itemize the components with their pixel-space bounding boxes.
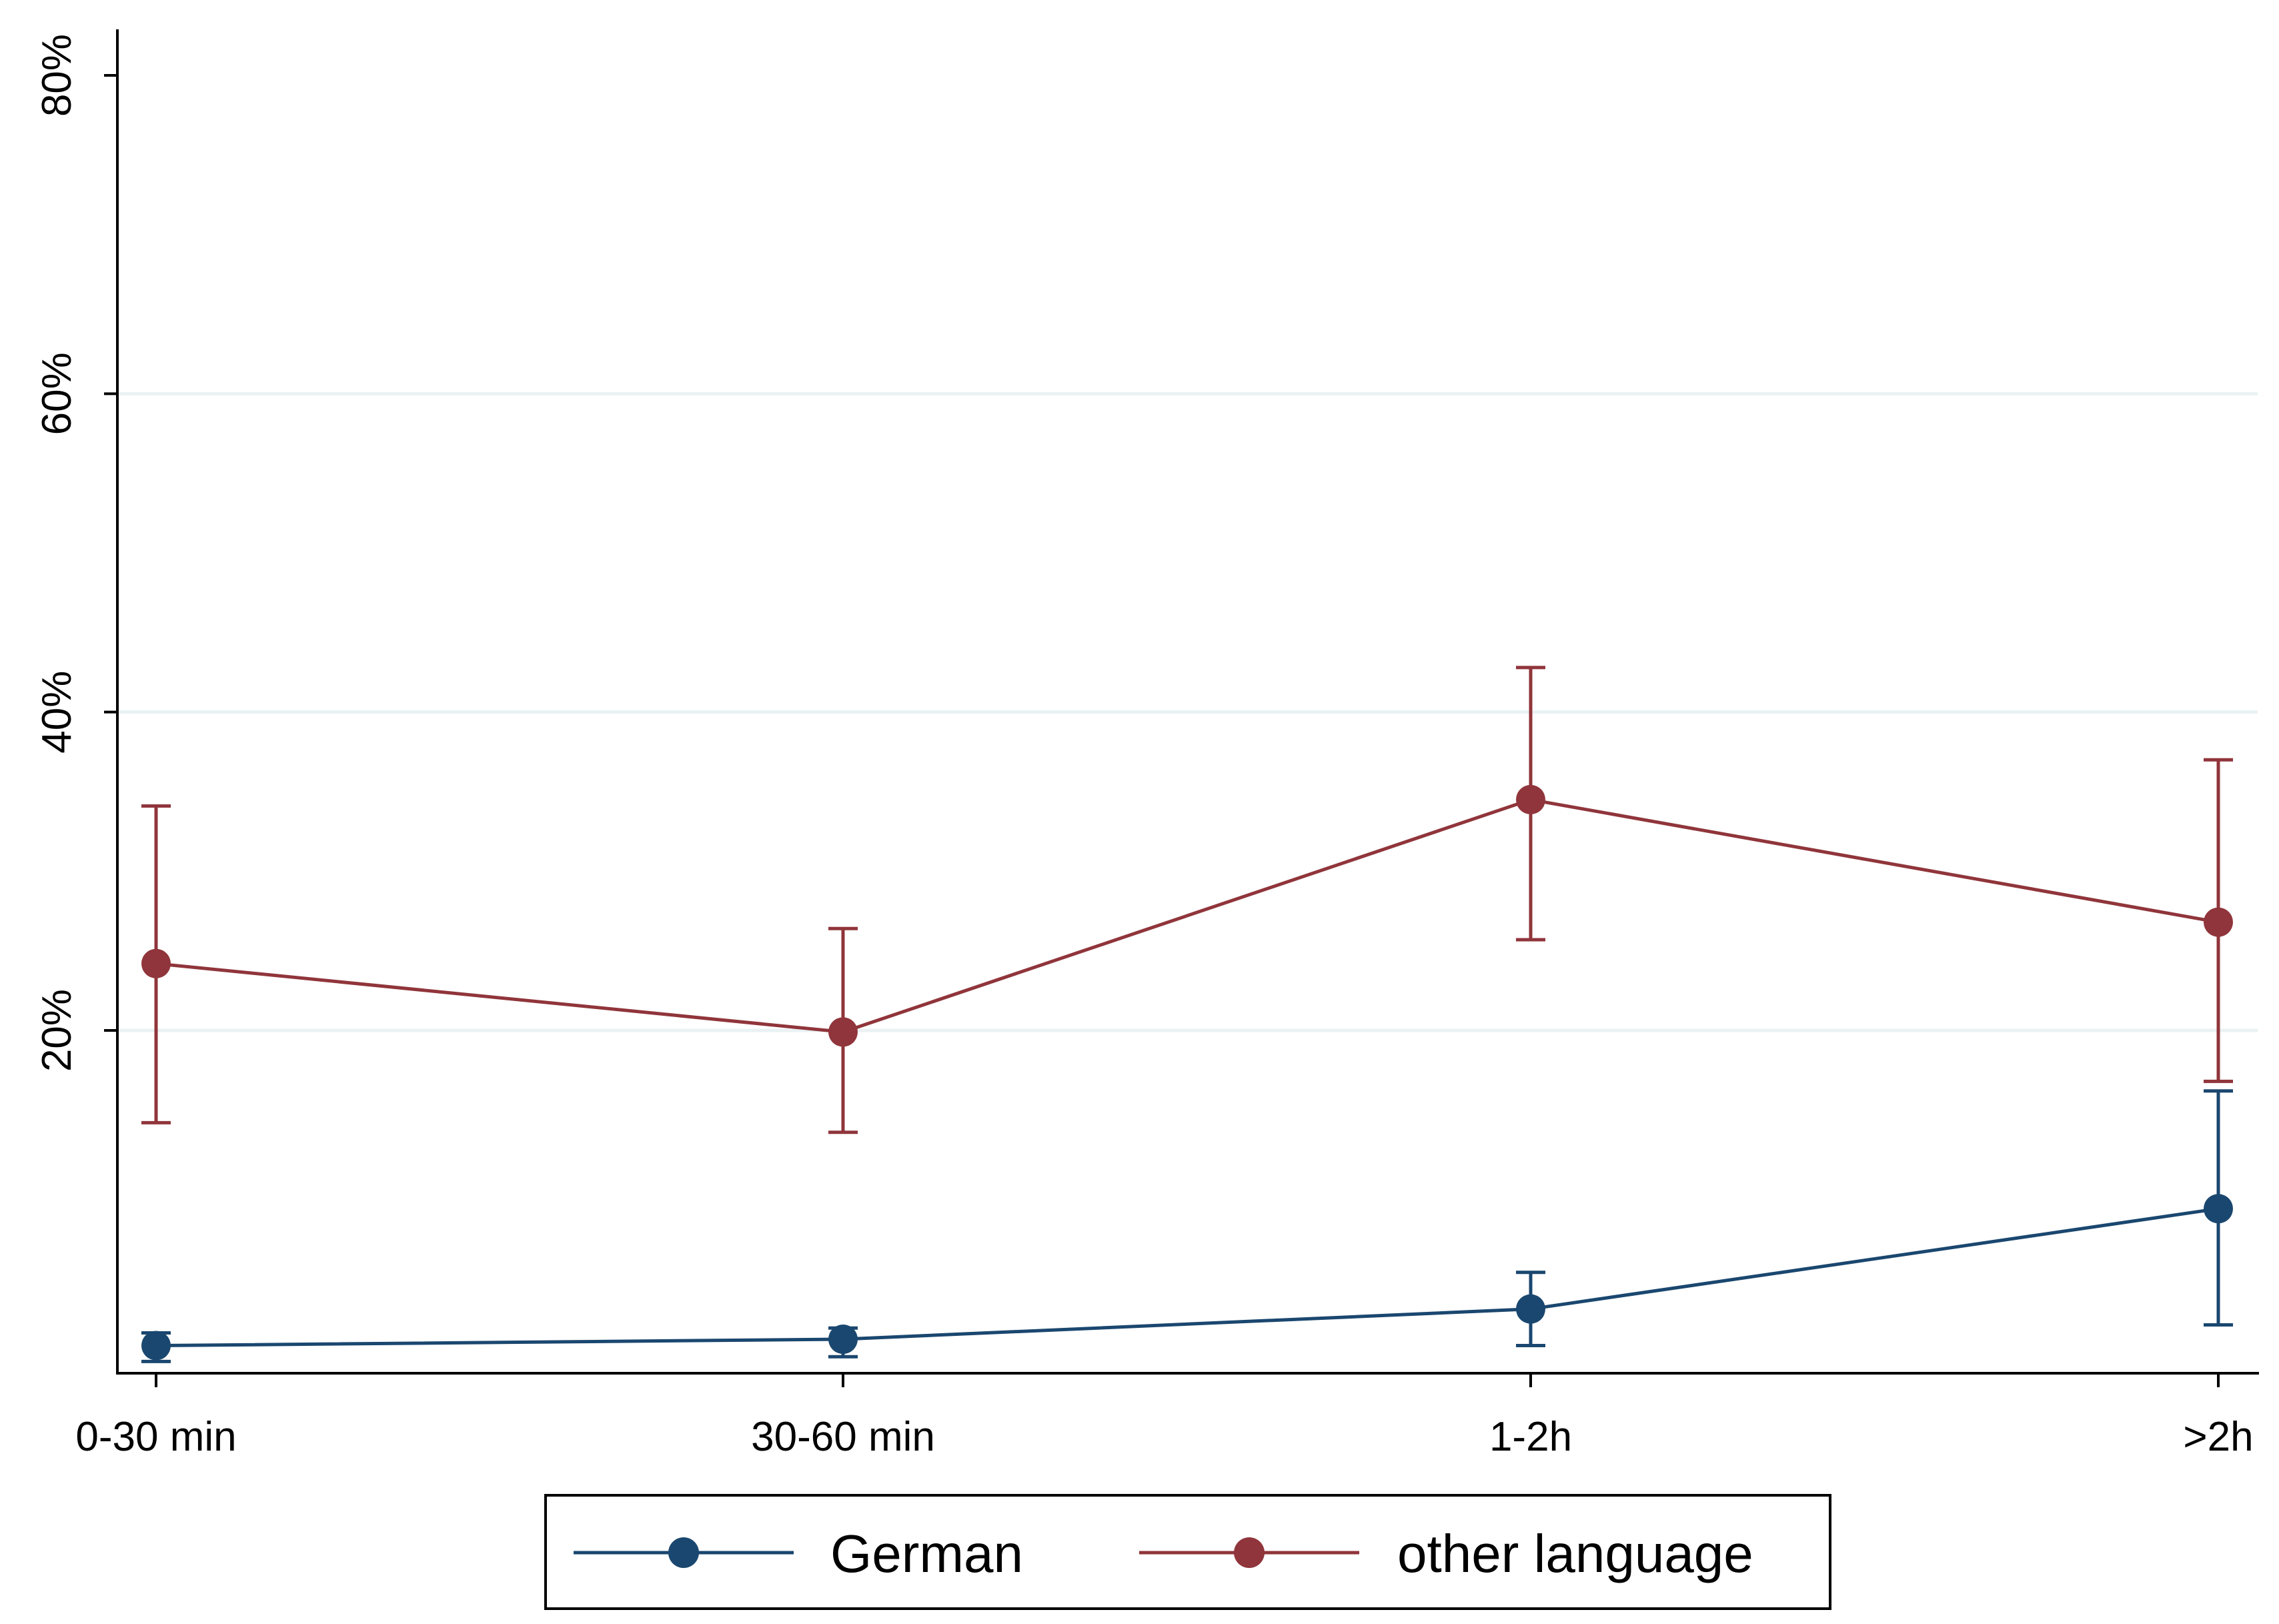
data-point [2204, 907, 2233, 937]
legend-item-other-language: other language [1139, 1524, 1753, 1583]
series-line-german [155, 1206, 2219, 1348]
legend-item-german: German [574, 1524, 1023, 1583]
data-point [141, 948, 171, 978]
data-point [828, 1325, 858, 1355]
x-tick-label: 30-60 min [751, 1414, 935, 1460]
x-tick-label: 0-30 min [75, 1414, 236, 1460]
y-tick-label: 40% [34, 671, 80, 754]
legend-marker-other-language [1234, 1537, 1265, 1568]
y-tick-label: 80% [34, 34, 80, 117]
data-point [2204, 1194, 2233, 1224]
legend: German other language [544, 1494, 1831, 1610]
data-point [141, 1331, 171, 1361]
y-ticks: 20% 40% 60% 80% [34, 34, 117, 1072]
axes [116, 29, 2259, 1375]
x-tick-label: 1-2h [1489, 1414, 1572, 1460]
data-point [1516, 784, 1545, 814]
legend-marker-german [668, 1537, 699, 1568]
x-tick-label: >2h [2183, 1414, 2253, 1460]
y-tick-label: 20% [34, 989, 80, 1072]
series [141, 666, 2233, 1363]
gridlines [119, 391, 2258, 1032]
data-point [828, 1017, 858, 1047]
series-german [141, 1089, 2233, 1363]
x-ticks: 0-30 min 30-60 min 1-2h >2h [75, 1373, 2254, 1460]
legend-label-other-language: other language [1397, 1524, 1753, 1583]
y-tick-label: 60% [34, 352, 80, 435]
series-other-language [141, 666, 2233, 1134]
series-line-other-language [155, 798, 2219, 1034]
legend-label-german: German [830, 1524, 1023, 1583]
data-point [1516, 1294, 1545, 1324]
